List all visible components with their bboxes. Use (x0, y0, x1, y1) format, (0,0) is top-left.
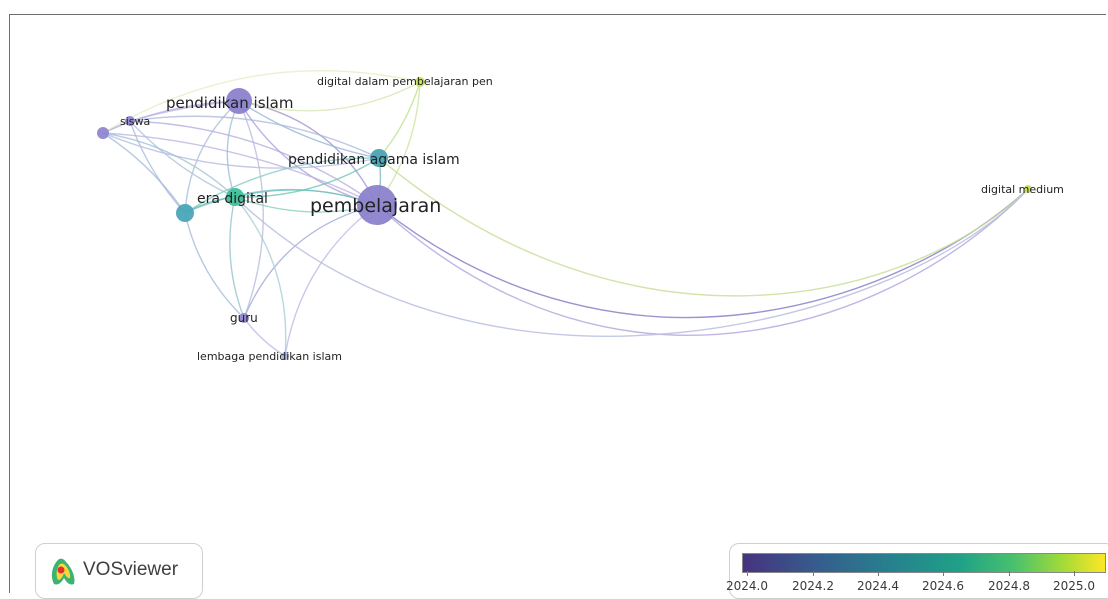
label-digital-medium: digital medium (981, 183, 1064, 196)
network-link (102, 132, 380, 169)
network-link (102, 70, 421, 134)
network-link (234, 188, 1029, 337)
legend-tick (943, 571, 944, 576)
network-link (129, 120, 236, 198)
network-map[interactable]: pembelajaran pendidikan islam pendidikan a… (10, 15, 1106, 593)
network-link (238, 100, 380, 159)
network-link (376, 188, 1029, 336)
network-link (378, 81, 421, 159)
node-digital-medium[interactable] (1024, 185, 1032, 193)
network-link (129, 120, 186, 214)
node-guru[interactable] (239, 313, 249, 323)
network-link (243, 204, 378, 319)
legend-tick (813, 571, 814, 576)
network-link (238, 100, 264, 319)
legend-tick-label: 2024.4 (857, 579, 899, 593)
network-link (378, 157, 1029, 297)
legend-tick-label: 2024.2 (792, 579, 834, 593)
legend-color-scale (742, 553, 1106, 573)
network-node[interactable] (176, 204, 194, 222)
vosviewer-logo: VOSviewer (35, 543, 203, 599)
network-link (234, 196, 287, 357)
node-lembaga-pendidikan-islam[interactable] (281, 352, 289, 360)
label-pembelajaran: pembelajaran (310, 195, 441, 217)
node-pembelajaran[interactable] (357, 185, 397, 225)
network-link (129, 115, 380, 159)
network-link (184, 188, 378, 214)
legend-tick-label: 2025.0 (1053, 579, 1095, 593)
node-siswa[interactable] (125, 116, 135, 126)
label-era-digital: era digital (197, 191, 268, 207)
node-era-digital[interactable] (226, 188, 244, 206)
label-digital-dalam-pembelajaran: digital dalam pembelajaran pen (317, 75, 493, 88)
node-pendidikan-agama-islam[interactable] (370, 149, 388, 167)
legend-tick-label: 2024.0 (726, 579, 768, 593)
network-nodes[interactable] (97, 77, 1032, 360)
label-guru: guru (230, 311, 258, 325)
network-link (226, 100, 240, 198)
network-link (184, 157, 380, 214)
legend-tick (878, 571, 879, 576)
vosviewer-logo-text: VOSviewer (83, 559, 179, 580)
network-labels: pembelajaran pendidikan islam pendidikan a… (120, 75, 1064, 363)
network-link (102, 132, 378, 206)
network-link (234, 157, 380, 198)
network-link (102, 132, 186, 214)
network-link (376, 188, 1029, 319)
network-link (184, 212, 245, 319)
network-link (284, 204, 378, 357)
label-lembaga-pendidikan-islam: lembaga pendidikan islam (197, 350, 342, 363)
network-link (129, 120, 378, 206)
node-digital-dalam-pembelajaran[interactable] (415, 77, 425, 87)
label-pendidikan-islam: pendidikan islam (166, 94, 293, 112)
network-node[interactable] (97, 127, 109, 139)
legend-tick (1074, 571, 1075, 576)
legend-tick-label: 2024.8 (988, 579, 1030, 593)
legend-tick (747, 571, 748, 576)
visualization-canvas[interactable]: pembelajaran pendidikan islam pendidikan a… (9, 14, 1108, 599)
network-link (184, 100, 240, 214)
overlay-color-legend: 2024.0 2024.2 2024.4 2024.6 2024.8 2025.0 (726, 543, 1108, 599)
legend-tick (1009, 571, 1010, 576)
network-link (238, 81, 421, 112)
label-pendidikan-agama-islam: pendidikan agama islam (288, 152, 460, 168)
node-pendidikan-islam[interactable] (226, 88, 252, 114)
vosviewer-logo-icon (51, 558, 75, 585)
network-link (229, 196, 245, 319)
legend-tick-label: 2024.6 (922, 579, 964, 593)
label-siswa: siswa (120, 115, 150, 128)
